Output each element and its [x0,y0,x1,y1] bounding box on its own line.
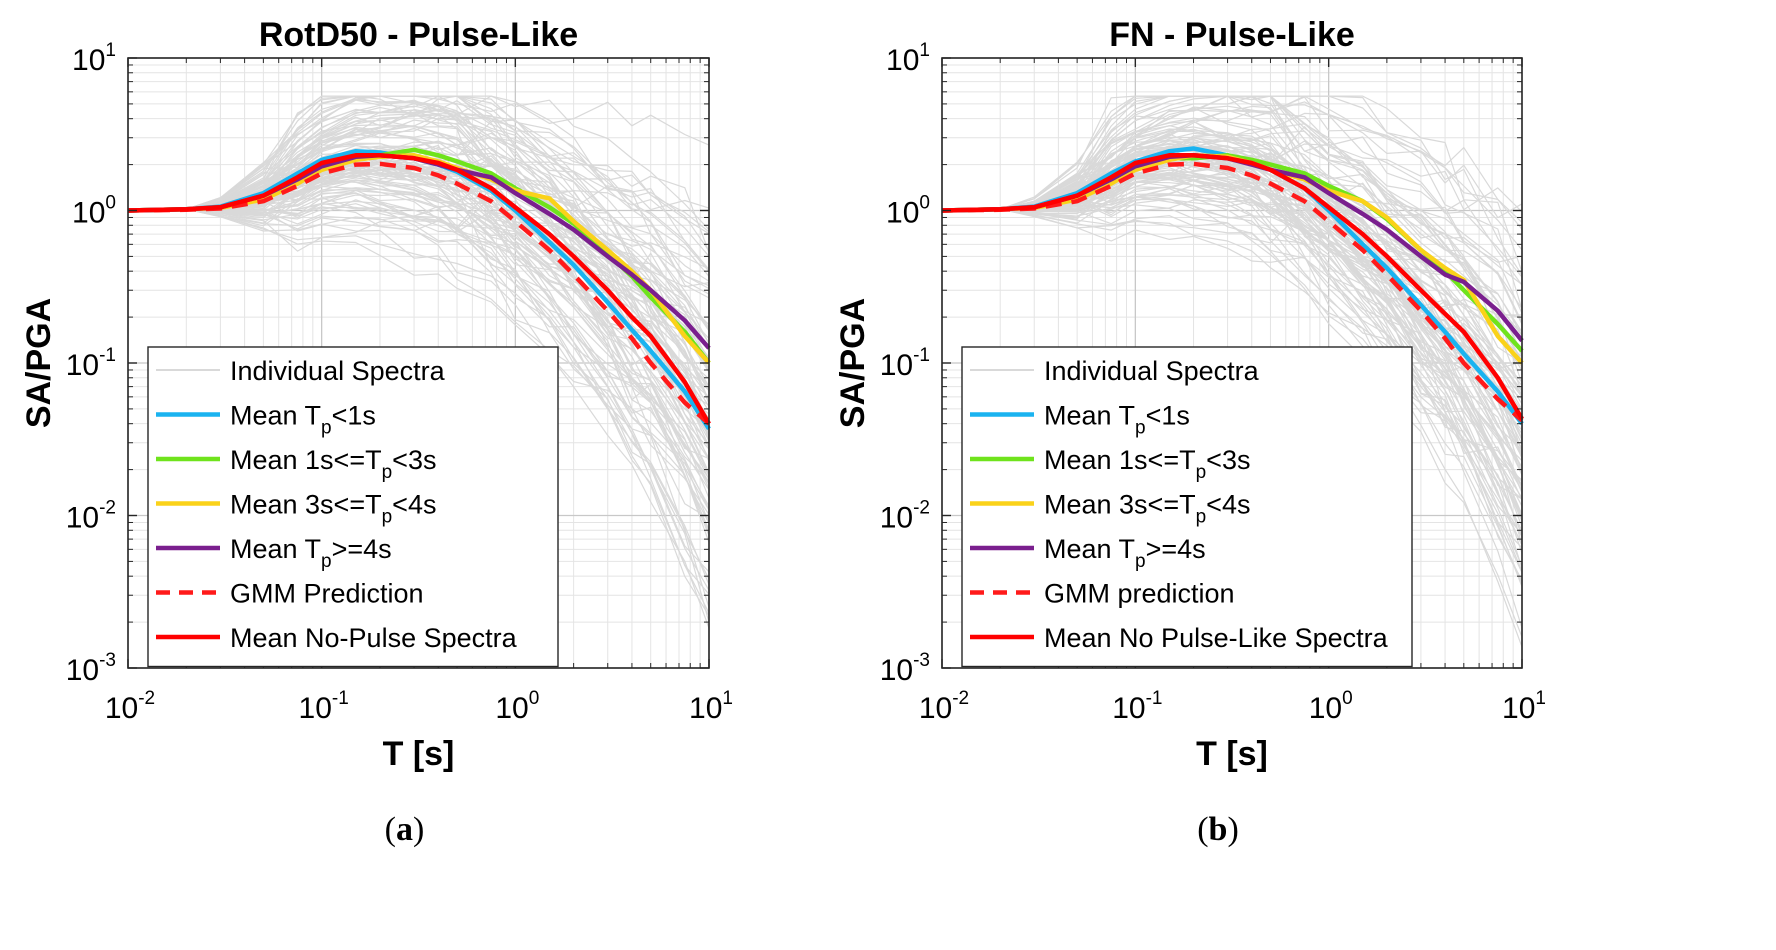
x-tick-label: 10-2 [105,688,155,725]
x-tick-label: 100 [1309,688,1353,725]
legend-label: Mean Tp>=4s [1044,534,1206,572]
legend-label: Mean Tp<1s [1044,401,1190,439]
x-tick-label: 101 [1502,688,1546,725]
individual-spectrum-line [127,208,710,344]
individual-spectrum-line [127,162,710,362]
y-tick-label: 100 [886,193,930,230]
individual-spectrum-line [941,95,1523,273]
individual-spectrum-line [127,100,710,252]
legend-box [147,346,559,668]
individual-spectrum-line [127,105,710,371]
y-tick-label: 10-2 [880,498,930,535]
mean-series [941,146,1524,426]
individual-spectrum-line [127,119,710,351]
individual-spectrum-line [127,95,710,405]
individual-spectrum-line [941,137,1523,410]
y-tick-label: 10-1 [880,345,930,382]
panel-caption: (a) [385,811,425,848]
individual-spectrum-line [941,188,1523,535]
legend-label: Individual Spectra [1044,356,1260,386]
individual-spectrum-line [127,113,710,372]
y-tick-label: 10-3 [880,650,930,687]
legend-label: Mean 1s<=Tp<3s [1044,445,1250,483]
legend-label: Mean 3s<=Tp<4s [230,490,436,528]
legend-label: GMM Prediction [230,579,424,609]
individual-spectrum-line [941,139,1523,396]
individual-spectrum-line [941,180,1523,398]
series-line-nopulse [941,153,1524,421]
individual-spectrum-line [941,101,1523,325]
series-line-nopulse [127,153,711,425]
x-tick-label: 10-1 [1112,688,1162,725]
individual-spectrum-line [941,198,1523,554]
legend: Individual Spectra Mean Tp<1s Mean 1s<=Tp<… [147,346,559,668]
individual-spectrum-line [127,95,710,299]
series-line-gmm [941,161,1524,423]
legend-label: Mean 3s<=Tp<4s [1044,490,1250,528]
individual-spectrum-line [127,179,710,520]
x-tick-label: 10-1 [299,688,349,725]
x-axis-label: T [s] [1196,735,1268,773]
individual-spectrum-line [127,179,710,270]
x-tick-label: 100 [495,688,539,725]
individual-spectrum-line [127,208,710,543]
mean-series [127,147,711,431]
individual-spectrum-line [127,108,710,235]
legend-box [961,346,1413,668]
individual-spectrum-line [941,184,1523,439]
y-tick-label: 101 [886,40,930,77]
panel-caption: (b) [1197,811,1239,848]
x-axis-label: T [s] [383,735,455,773]
x-tick-label: 10-2 [919,688,969,725]
y-tick-label: 101 [72,40,116,77]
chart-title: RotD50 - Pulse-Like [259,16,578,54]
individual-spectrum-line [941,194,1523,336]
individual-spectrum-line [127,197,710,340]
individual-spectrum-line [941,128,1523,393]
y-tick-label: 100 [72,193,116,230]
legend-label: Mean 1s<=Tp<3s [230,445,436,483]
y-tick-label: 10-1 [66,345,116,382]
individual-spectrum-line [941,196,1523,483]
individual-spectrum-line [941,105,1523,332]
individual-spectrum-line [941,208,1523,435]
legend-label: Mean No Pulse-Like Spectra [1044,623,1389,653]
individual-spectrum-line [941,208,1523,481]
legend-label: Mean No-Pulse Spectra [230,623,518,653]
individual-spectrum-line [941,95,1523,230]
legend-label: GMM prediction [1044,579,1235,609]
legend-label: Mean Tp<1s [230,401,376,439]
legend-label: Mean Tp>=4s [230,534,392,572]
individual-spectrum-line [127,202,710,608]
y-axis-label: SA/PGA [20,298,58,428]
x-tick-label: 101 [689,688,733,725]
individual-spectrum-line [127,95,710,443]
y-tick-label: 10-3 [66,650,116,687]
individual-spectrum-line [941,95,1523,581]
series-line-gmm [127,161,711,426]
y-axis-label: SA/PGA [834,298,872,428]
y-tick-label: 10-2 [66,498,116,535]
legend-label: Individual Spectra [230,356,446,386]
chart-title: FN - Pulse-Like [1109,16,1355,54]
legend: Individual Spectra Mean Tp<1s Mean 1s<=Tp<… [961,346,1413,668]
individual-spectrum-line [127,114,710,330]
